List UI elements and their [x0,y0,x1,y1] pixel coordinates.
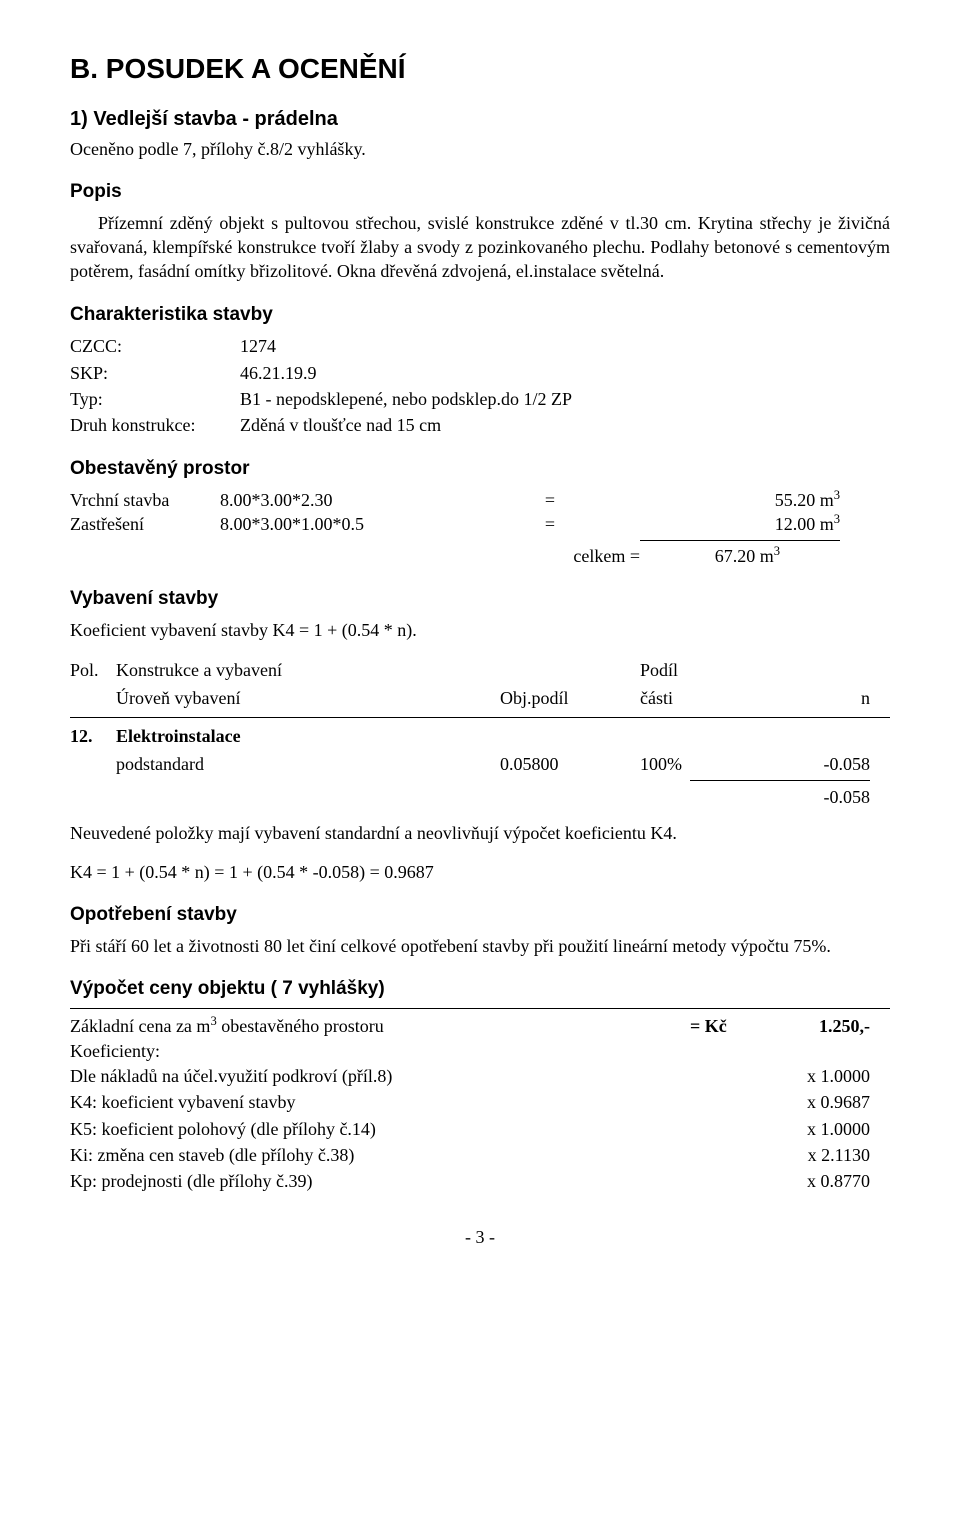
vybaveni-formula: Koeficient vybavení stavby K4 = 1 + (0.5… [70,618,890,642]
total-label: celkem = [520,544,640,568]
koef-label: K5: koeficient polohový (dle přílohy č.1… [70,1117,690,1141]
opotrebeni-heading: Opotřebení stavby [70,902,890,928]
koef-row: Kp: prodejnosti (dle přílohy č.39) x 0.8… [70,1168,890,1194]
kv-value: 1274 [240,333,890,359]
charakteristika-table: CZCC:1274 SKP:46.21.19.9 Typ:B1 - nepods… [70,333,890,438]
base-price-row: Základní cena za m3 obestavěného prostor… [70,1013,890,1039]
koef-row: Dle nákladů na účel.využití podkroví (př… [70,1063,890,1089]
k4-formula: K4 = 1 + (0.54 * n) = 1 + (0.54 * -0.058… [70,860,890,884]
volume-val: 55.20 m3 [580,488,890,512]
koef-val: x 0.8770 [750,1169,890,1193]
pol-sum-row: -0.058 [70,783,890,811]
pol-item-row: 12. Elektroinstalace [70,722,890,750]
pol-header-row: Pol. Konstrukce a vybavení Podíl [70,656,890,684]
koef-label: Ki: změna cen staveb (dle přílohy č.38) [70,1143,690,1167]
pol-podil: 100% [640,752,770,776]
pol-level: podstandard [116,752,500,776]
pol-header: Obj.podíl [500,686,640,710]
pol-header: Pol. [70,658,116,682]
n-sum-rule [690,780,870,781]
section-subtitle: Oceněno podle 7, přílohy č.8/2 vyhlášky. [70,137,890,161]
pol-no: 12. [70,724,116,748]
pol-item-detail: podstandard 0.05800 100% -0.058 [70,750,890,778]
pol-header-row2: Úroveň vybavení Obj.podíl části n [70,684,890,712]
base-label: Základní cena za m3 obestavěného prostor… [70,1014,690,1038]
koef-row: K4: koeficient vybavení stavby x 0.9687 [70,1089,890,1115]
koef-val: x 2.1130 [750,1143,890,1167]
table-rule [70,1008,890,1009]
volume-row: Vrchní stavba 8.00*3.00*2.30 = 55.20 m3 [70,488,890,512]
kv-value: 46.21.19.9 [240,360,890,386]
volume-expr: 8.00*3.00*2.30 [220,488,520,512]
vypocet-heading: Výpočet ceny objektu ( 7 vyhlášky) [70,976,890,1002]
pol-header: Konstrukce a vybavení [116,658,500,682]
koef-label: Kp: prodejnosti (dle přílohy č.39) [70,1169,690,1193]
koef-label: Dle nákladů na účel.využití podkroví (př… [70,1064,690,1088]
pol-header: části [640,686,770,710]
volume-label: Vrchní stavba [70,488,220,512]
obestaveny-heading: Obestavěný prostor [70,456,890,482]
volume-val: 12.00 m3 [580,512,890,536]
koef-val: x 1.0000 [750,1117,890,1141]
sum-n: -0.058 [770,785,890,809]
pol-header [770,658,890,682]
kv-label: Druh konstrukce: [70,412,240,438]
pol-objpodil: 0.05800 [500,752,640,776]
base-eq: = Kč [690,1014,750,1038]
page-number: - 3 - [70,1225,890,1249]
base-val: 1.250,- [750,1014,890,1038]
vybaveni-note: Neuvedené položky mají vybavení standard… [70,821,890,845]
pol-n: -0.058 [770,752,890,776]
koef-label: Koeficienty: [70,1039,890,1063]
volume-label: Zastřešení [70,512,220,536]
total-val: 67.20 m3 [640,544,830,568]
pol-item-name: Elektroinstalace [116,724,500,748]
kv-label: SKP: [70,360,240,386]
koef-val: x 1.0000 [750,1064,890,1088]
popis-text: Přízemní zděný objekt s pultovou střecho… [70,211,890,284]
koef-label: K4: koeficient vybavení stavby [70,1090,690,1114]
pol-header [500,658,640,682]
page-title: B. POSUDEK A OCENĚNÍ [70,50,890,88]
sum-rule [640,540,840,541]
volume-total-row: celkem = 67.20 m3 [70,544,890,568]
volume-eq: = [520,512,580,536]
vybaveni-heading: Vybavení stavby [70,586,890,612]
table-rule [70,717,890,718]
koef-row: Ki: změna cen staveb (dle přílohy č.38) … [70,1142,890,1168]
section-title: 1) Vedlejší stavba - prádelna [70,106,890,133]
pol-header: Úroveň vybavení [116,686,500,710]
kv-value: B1 - nepodsklepené, nebo podsklep.do 1/2… [240,386,890,412]
pol-header: n [770,686,890,710]
volume-expr: 8.00*3.00*1.00*0.5 [220,512,520,536]
volume-row: Zastřešení 8.00*3.00*1.00*0.5 = 12.00 m3 [70,512,890,536]
pol-header: Podíl [640,658,770,682]
charakteristika-heading: Charakteristika stavby [70,302,890,328]
popis-heading: Popis [70,179,890,205]
volume-eq: = [520,488,580,512]
kv-label: CZCC: [70,333,240,359]
kv-label: Typ: [70,386,240,412]
koef-val: x 0.9687 [750,1090,890,1114]
kv-value: Zděná v tloušťce nad 15 cm [240,412,890,438]
koef-row: K5: koeficient polohový (dle přílohy č.1… [70,1116,890,1142]
opotrebeni-text: Při stáří 60 let a životnosti 80 let čin… [70,934,890,958]
